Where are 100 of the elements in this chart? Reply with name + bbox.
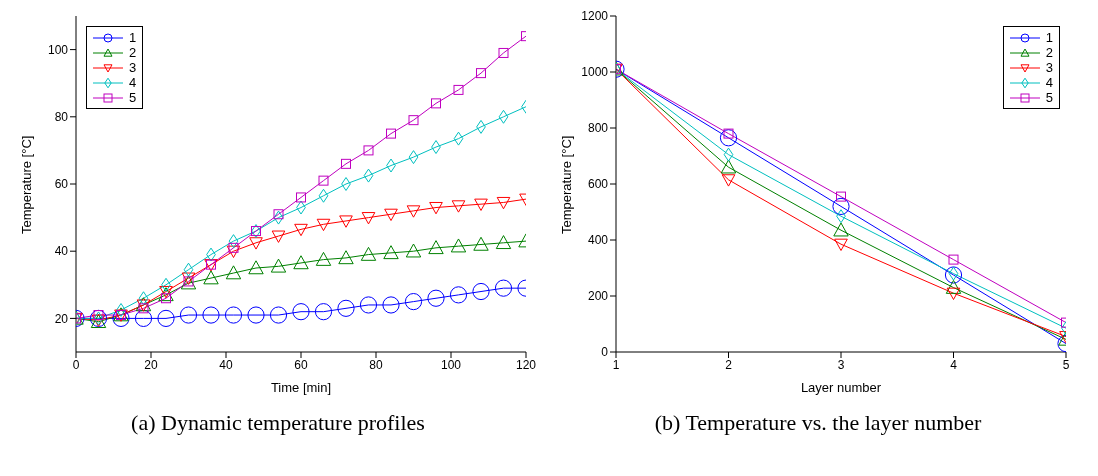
point [451,200,466,213]
point [89,309,108,327]
point [946,287,961,300]
point [833,222,849,237]
legend-label: 4 [1045,75,1053,90]
point [363,145,374,156]
point [429,201,443,215]
x-axis-title: Time [min] [270,380,332,395]
point [836,191,846,202]
point [721,174,736,187]
point [948,266,959,281]
point [382,296,400,314]
x-tick-label: 40 [219,357,233,372]
point [273,209,284,220]
point [273,210,284,225]
point [496,196,511,210]
point [453,131,464,146]
x-tick-label: 5 [1062,357,1070,372]
point [318,175,329,186]
legend-label: 3 [129,60,137,75]
point [138,291,149,306]
point [498,109,509,124]
point [296,192,306,203]
y-tick-label: 400 [587,233,609,248]
point [945,279,962,294]
point [203,270,219,285]
y-tick-label: 40 [54,244,69,259]
y-tick-label: 80 [54,110,69,125]
point [498,47,509,58]
legend-label: 5 [1045,90,1053,105]
x-tick-label: 60 [294,357,308,372]
legend-label: 1 [1045,30,1053,45]
x-tick-label: 20 [144,357,158,372]
point [383,245,399,260]
point [834,238,848,251]
y-tick-label: 1200 [581,9,609,24]
legend-label: 4 [129,75,137,90]
point [474,198,488,211]
x-tick-label: 80 [369,357,383,372]
y-tick-label: 600 [587,177,609,192]
point [341,177,351,191]
point [719,129,738,147]
x-tick-label: 1 [612,357,620,372]
point [405,243,422,258]
legend-label: 2 [129,45,137,60]
point [294,223,308,237]
point [404,293,423,311]
x-tick-label: 0 [72,357,80,372]
point [134,309,153,327]
point [338,250,354,265]
y-tick-label: 60 [54,177,69,192]
y-tick-label: 200 [587,289,609,304]
point [360,246,377,261]
point [183,262,194,277]
point [179,306,198,324]
point [293,255,309,270]
point [228,234,239,249]
y-axis-title: Temperature [°C] [558,135,574,234]
point [948,254,959,265]
x-tick-label: 2 [725,357,733,372]
point [361,212,376,225]
legend-label: 2 [1045,45,1053,60]
point [472,282,490,301]
point [476,68,486,79]
point [247,306,265,324]
point [157,309,175,327]
point [832,197,850,215]
point [359,296,378,314]
point [449,286,468,304]
point [720,159,737,174]
point [316,218,331,232]
point [271,230,286,243]
point [363,168,374,183]
x-tick-label: 4 [950,357,958,372]
y-tick-label: 1000 [581,65,609,80]
point [270,258,287,273]
point [116,303,126,317]
point [314,303,333,321]
point [428,240,444,255]
point [431,98,441,109]
x-tick-label: 3 [837,357,845,372]
legend-label: 1 [129,30,137,45]
point [723,147,734,162]
point [181,272,196,285]
text: (b) Temperature vs. the layer number [653,410,983,436]
point [473,236,489,251]
point [248,260,264,275]
x-axis-title: Layer number [800,380,882,395]
x-tick-label: 120 [515,357,537,372]
point [341,158,351,169]
point [269,306,288,324]
point [453,84,464,95]
point [408,115,419,126]
point [224,306,243,324]
y-tick-label: 20 [54,311,69,326]
point [292,303,310,321]
point [450,238,467,253]
legend-label: 3 [1045,60,1053,75]
point [228,242,239,253]
point [318,188,329,203]
